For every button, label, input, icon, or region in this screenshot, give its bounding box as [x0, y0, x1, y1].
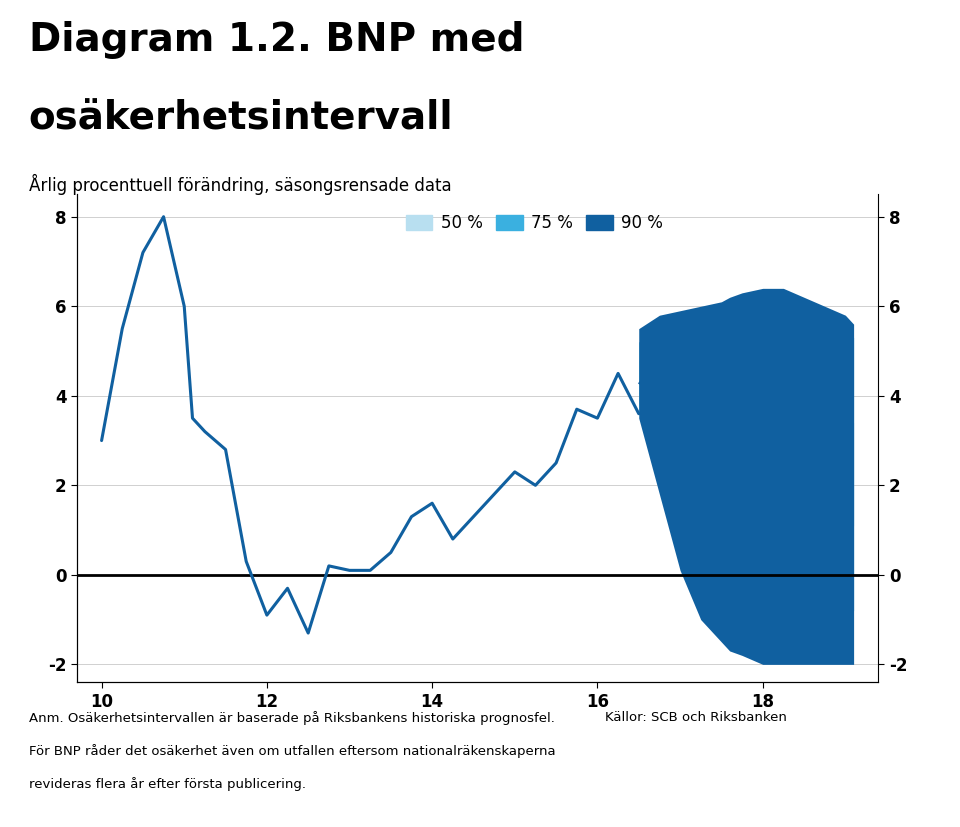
- Text: Anm. Osäkerhetsintervallen är baserade på Riksbankens historiska prognosfel.: Anm. Osäkerhetsintervallen är baserade p…: [29, 711, 555, 725]
- Legend: 50 %, 75 %, 90 %: 50 %, 75 %, 90 %: [399, 208, 670, 239]
- Text: För BNP råder det osäkerhet även om utfallen eftersom nationalräkenskaperna: För BNP råder det osäkerhet även om utfa…: [29, 744, 556, 758]
- Text: SVERIGES
RIKSBANK: SVERIGES RIKSBANK: [818, 80, 886, 109]
- Text: revideras flera år efter första publicering.: revideras flera år efter första publicer…: [29, 777, 306, 791]
- Text: ♛  ♛  ♛: ♛ ♛ ♛: [819, 43, 885, 61]
- Text: Källor: SCB och Riksbanken: Källor: SCB och Riksbanken: [605, 711, 786, 724]
- Text: osäkerhetsintervall: osäkerhetsintervall: [29, 99, 453, 137]
- Text: Årlig procenttuell förändring, säsongsrensade data: Årlig procenttuell förändring, säsongsre…: [29, 174, 451, 194]
- Text: Diagram 1.2. BNP med: Diagram 1.2. BNP med: [29, 21, 524, 59]
